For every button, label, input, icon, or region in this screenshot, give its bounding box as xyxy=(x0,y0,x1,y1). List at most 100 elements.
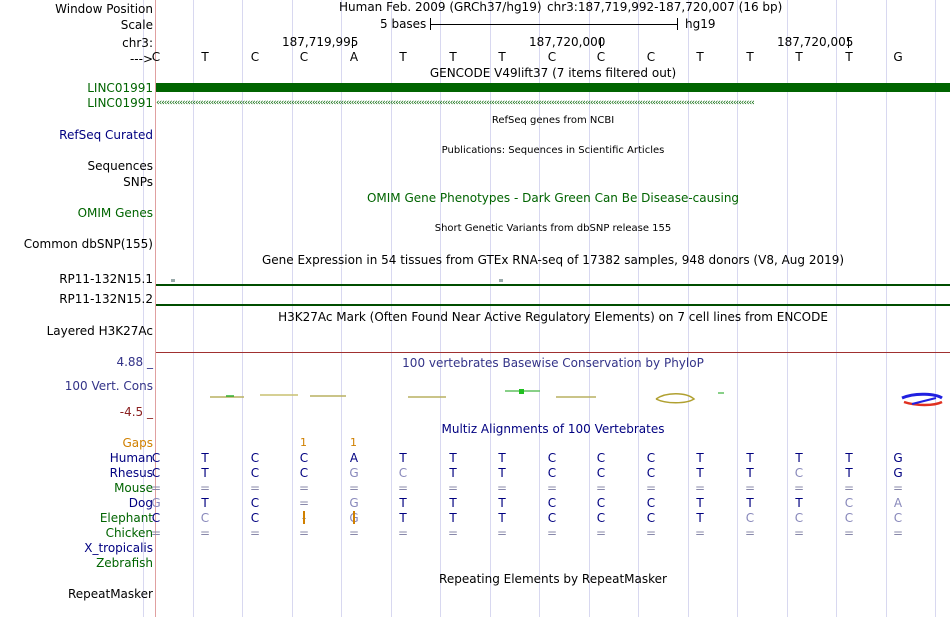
assembly-link[interactable]: Human Feb. 2009 (GRCh37/hg19) xyxy=(339,0,542,14)
scale-label: Scale xyxy=(120,18,153,32)
gencode-item-1-bar[interactable] xyxy=(156,83,950,92)
scale-text: 5 bases xyxy=(380,17,427,31)
alignment-base: C xyxy=(250,466,260,480)
alignment-base: = xyxy=(793,481,805,495)
alignment-base: = xyxy=(645,526,657,540)
alignment-base: = xyxy=(199,481,211,495)
base-guide-line xyxy=(539,0,540,617)
alignment-base: G xyxy=(349,496,359,510)
snps-label[interactable]: SNPs xyxy=(123,175,153,189)
reference-base: T xyxy=(399,50,407,64)
alignment-base: A xyxy=(349,451,359,465)
omim-label[interactable]: OMIM Genes xyxy=(77,206,153,220)
base-guide-line xyxy=(440,0,441,617)
phylop-min: -4.5 _ xyxy=(119,405,153,419)
alignment-base: = xyxy=(546,526,558,540)
alignment-base: T xyxy=(696,466,704,480)
alignment-base: = xyxy=(793,526,805,540)
dbsnp-label[interactable]: Common dbSNP(155) xyxy=(23,237,153,251)
position-text[interactable]: chr3:187,719,992-187,720,007 (16 bp) xyxy=(547,0,783,14)
species-label[interactable]: Zebrafish xyxy=(96,556,153,570)
base-guide-line xyxy=(143,0,144,617)
alignment-base: = xyxy=(150,481,162,495)
base-guide-line xyxy=(341,0,342,617)
alignment-base: T xyxy=(201,466,209,480)
sequences-label[interactable]: Sequences xyxy=(87,159,153,173)
species-label[interactable]: Chicken xyxy=(105,526,153,540)
alignment-base: T xyxy=(201,451,209,465)
publications-title: Publications: Sequences in Scientific Ar… xyxy=(441,145,665,156)
alignment-base: = xyxy=(744,526,756,540)
reference-base: C xyxy=(596,50,606,64)
alignment-base: C xyxy=(646,466,656,480)
alignment-base: = xyxy=(249,526,261,540)
alignment-base: = xyxy=(595,526,607,540)
dbsnp-title: Short Genetic Variants from dbSNP releas… xyxy=(434,223,672,234)
phylop-label[interactable]: 100 Vert. Cons xyxy=(64,379,153,393)
gap-mark-2: 1 xyxy=(350,436,357,449)
alignment-base: T xyxy=(746,466,754,480)
species-label[interactable]: Rhesus xyxy=(109,466,153,480)
alignment-base: = xyxy=(694,526,706,540)
base-guide-line xyxy=(836,0,837,617)
repeatmasker-label[interactable]: RepeatMasker xyxy=(67,587,153,601)
alignment-base: = xyxy=(892,481,904,495)
species-label[interactable]: Human xyxy=(109,451,153,465)
gtex-item-2-label[interactable]: RP11-132N15.2 xyxy=(59,292,153,306)
gtex-item-2-bar[interactable] xyxy=(156,304,950,306)
gtex-item-1-bar[interactable] xyxy=(156,284,950,286)
h3k27ac-label[interactable]: Layered H3K27Ac xyxy=(46,324,153,338)
alignment-base: T xyxy=(845,466,853,480)
phylop-title: 100 vertebrates Basewise Conservation by… xyxy=(402,356,704,370)
refseq-title: RefSeq genes from NCBI xyxy=(491,115,615,126)
base-guide-line xyxy=(886,0,887,617)
alignment-base: = xyxy=(397,481,409,495)
alignment-base: C xyxy=(745,511,755,525)
scale-db: hg19 xyxy=(685,17,716,31)
alignment-base: = xyxy=(546,481,558,495)
alignment-base: T xyxy=(449,511,457,525)
elephant-gap-bar-2 xyxy=(353,511,355,524)
phylop-glyphs xyxy=(210,389,943,407)
repeatmasker-title: Repeating Elements by RepeatMasker xyxy=(439,572,667,586)
omim-title: OMIM Gene Phenotypes - Dark Green Can Be… xyxy=(366,191,740,205)
alignment-base: = xyxy=(645,481,657,495)
reference-base: T xyxy=(845,50,853,64)
reference-base: T xyxy=(498,50,506,64)
gencode-item-2-strand[interactable]: ‹‹‹‹‹‹‹‹‹‹‹‹‹‹‹‹‹‹‹‹‹‹‹‹‹‹‹‹‹‹‹‹‹‹‹‹‹‹‹‹… xyxy=(156,98,755,108)
alignment-base: = xyxy=(348,526,360,540)
species-label[interactable]: Elephant xyxy=(99,511,153,525)
alignment-base: = xyxy=(843,526,855,540)
alignment-base: C xyxy=(893,511,903,525)
gaps-label[interactable]: Gaps xyxy=(122,436,153,450)
base-guide-line xyxy=(391,0,392,617)
strand-arrow-label[interactable]: ---> xyxy=(129,52,153,66)
species-label[interactable]: Mouse xyxy=(114,481,153,495)
gencode-item-2-label[interactable]: LINC01991 xyxy=(87,96,153,110)
base-guide-line xyxy=(589,0,590,617)
coord-1: 187,719,995 xyxy=(282,35,359,49)
alignment-base: C xyxy=(547,466,557,480)
species-label[interactable]: Dog xyxy=(128,496,153,510)
scale-bar-right xyxy=(677,18,678,30)
coord-tick-1 xyxy=(352,38,353,48)
alignment-base: A xyxy=(893,496,903,510)
alignment-base: C xyxy=(250,511,260,525)
base-guide-line xyxy=(490,0,491,617)
phylop-max: 4.88 _ xyxy=(116,355,153,369)
alignment-base: C xyxy=(250,451,260,465)
window-position-label: Window Position xyxy=(55,2,153,16)
h3k27ac-baseline xyxy=(156,352,950,353)
base-guide-line xyxy=(688,0,689,617)
refseq-label[interactable]: RefSeq Curated xyxy=(59,128,153,142)
alignment-base: = xyxy=(397,526,409,540)
gtex-item-1-label[interactable]: RP11-132N15.1 xyxy=(59,272,153,286)
gencode-item-1-label[interactable]: LINC01991 xyxy=(87,81,153,95)
alignment-base: = xyxy=(595,481,607,495)
gtex-title: Gene Expression in 54 tissues from GTEx … xyxy=(261,253,845,267)
alignment-base: = xyxy=(249,481,261,495)
alignment-base: = xyxy=(496,481,508,495)
alignment-base: T xyxy=(449,466,457,480)
alignment-base: C xyxy=(151,511,161,525)
species-label[interactable]: X_tropicalis xyxy=(84,541,153,555)
